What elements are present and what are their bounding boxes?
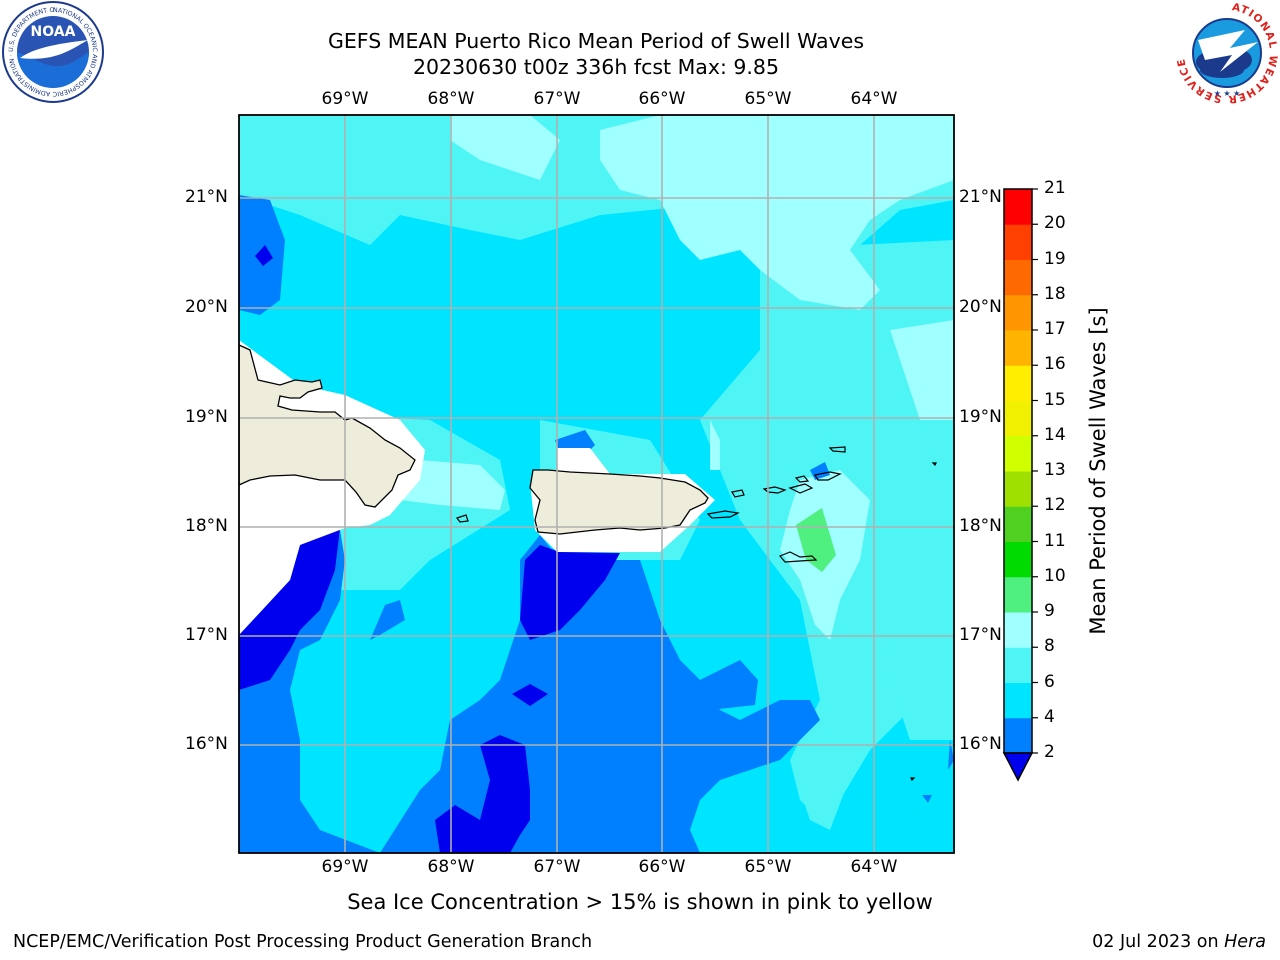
lat-label-right-18n: 18°N	[959, 516, 1002, 536]
colorbar-tick-label: 8	[1044, 636, 1055, 657]
colorbar-tick-label: 9	[1044, 601, 1055, 621]
chart-subtitle: 20230630 t00z 336h fcst Max: 9.85	[412, 55, 780, 79]
colorbar-bin	[1004, 506, 1032, 542]
lon-label-top-68w: 68°W	[427, 89, 475, 109]
lon-label-top-69w: 69°W	[321, 89, 369, 109]
colorbar-bin	[1004, 471, 1032, 507]
colorbar-bin	[1004, 717, 1032, 754]
lon-label-bottom-68w: 68°W	[427, 857, 475, 877]
lat-label-right-21n: 21°N	[959, 187, 1002, 207]
colorbar-label: Mean Period of Swell Waves [s]	[1086, 307, 1110, 635]
colorbar-bin	[1004, 541, 1032, 578]
lat-label-right-16n: 16°N	[959, 734, 1002, 754]
colorbar-bin	[1004, 224, 1032, 260]
lon-label-bottom-65w: 65°W	[744, 857, 792, 877]
colorbar-tick-label: 13	[1044, 460, 1066, 480]
noaa-logo-text: NOAA	[31, 24, 76, 40]
colorbar-bin	[1004, 435, 1032, 472]
lon-label-top-67w: 67°W	[533, 89, 581, 109]
colorbar-bin	[1004, 612, 1032, 648]
colorbar-tick-label: 15	[1044, 389, 1066, 410]
footer-right: 02 Jul 2023 on Hera	[1092, 932, 1266, 952]
colorbar-tick-label: 21	[1044, 178, 1066, 198]
colorbar-bin	[1004, 682, 1032, 719]
noaa-logo: NOAA NATIONAL OCEANIC AND ATMOSPHERIC AD…	[0, 0, 104, 103]
lat-label-left-19n: 19°N	[185, 407, 228, 427]
colorbar-tick-label: 20	[1044, 213, 1066, 234]
colorbar-tick-label: 19	[1044, 248, 1066, 269]
colorbar-bin	[1004, 647, 1032, 683]
lat-label-right-17n: 17°N	[959, 625, 1002, 645]
lat-label-right-20n: 20°N	[959, 297, 1002, 317]
colorbar-extend-triangle	[1002, 752, 1034, 782]
colorbar-tick-label: 4	[1044, 706, 1055, 727]
colorbar-bin	[1004, 189, 1032, 225]
colorbar-tick-label: 12	[1044, 495, 1066, 516]
colorbar-tick-label: 17	[1044, 319, 1066, 339]
colorbar-bin	[1004, 576, 1032, 613]
swell-period-field	[239, 115, 954, 853]
svg-text:★ ★ ★: ★ ★ ★	[1214, 89, 1241, 98]
colorbar-bin	[1004, 365, 1032, 401]
chart-title: GEFS MEAN Puerto Rico Mean Period of Swe…	[327, 29, 865, 53]
lon-label-bottom-69w: 69°W	[321, 857, 369, 877]
colorbar-bin	[1004, 294, 1032, 331]
graticule	[239, 115, 954, 853]
colorbar-tick-label: 11	[1044, 530, 1066, 551]
lat-label-right-19n: 19°N	[959, 407, 1002, 427]
footer-date: 02 Jul 2023 on	[1092, 932, 1225, 952]
lon-label-bottom-66w: 66°W	[638, 857, 686, 877]
lon-label-bottom-67w: 67°W	[533, 857, 581, 877]
lon-label-bottom-64w: 64°W	[850, 857, 898, 877]
colorbar-tick-label: 14	[1044, 424, 1066, 445]
lat-label-left-20n: 20°N	[185, 297, 228, 317]
colorbar-bin	[1004, 259, 1032, 296]
map-frame	[238, 114, 955, 854]
lon-label-top-64w: 64°W	[850, 89, 898, 109]
colorbar-bin	[1004, 330, 1032, 366]
footer-left: NCEP/EMC/Verification Post Processing Pr…	[13, 932, 593, 952]
colorbar-tick-label: 10	[1044, 565, 1066, 586]
colorbar-bin	[1004, 400, 1032, 437]
lon-label-top-65w: 65°W	[744, 89, 792, 109]
colorbar	[1002, 188, 1038, 782]
footer-machine: Hera	[1224, 932, 1266, 952]
colorbar-tick-label: 6	[1044, 671, 1055, 692]
colorbar-tick-label: 18	[1044, 283, 1066, 304]
lat-label-left-17n: 17°N	[185, 625, 228, 645]
land-puerto-rico	[529, 469, 709, 535]
lat-label-left-16n: 16°N	[185, 734, 228, 754]
lat-label-left-21n: 21°N	[185, 187, 228, 207]
colorbar-tick-label: 2	[1044, 742, 1055, 762]
sea-ice-caption: Sea Ice Concentration > 15% is shown in …	[347, 890, 933, 914]
lat-label-left-18n: 18°N	[185, 516, 228, 536]
land-hispaniola	[239, 344, 416, 508]
colorbar-tick-label: 16	[1044, 354, 1066, 375]
lon-label-top-66w: 66°W	[638, 89, 686, 109]
